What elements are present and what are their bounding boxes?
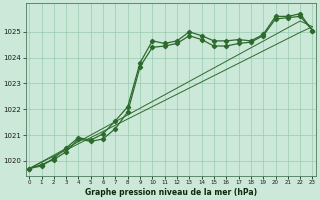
X-axis label: Graphe pression niveau de la mer (hPa): Graphe pression niveau de la mer (hPa) — [85, 188, 257, 197]
